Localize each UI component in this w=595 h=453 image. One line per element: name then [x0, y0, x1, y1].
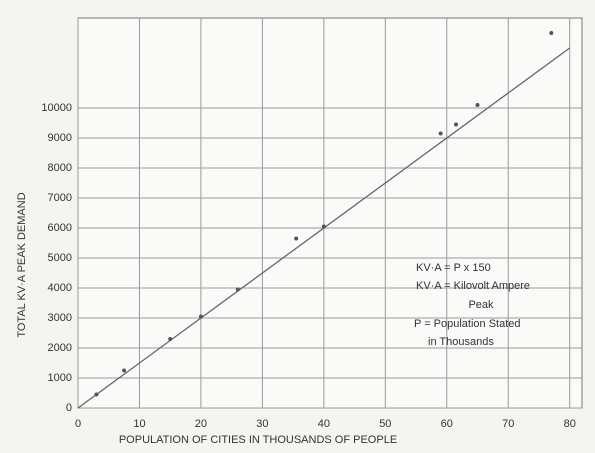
data-point	[198, 314, 203, 319]
x-tick-label: 30	[256, 418, 268, 430]
y-tick-label: 3000	[48, 312, 72, 324]
y-tick-label: 1000	[48, 372, 72, 384]
x-tick-label: 20	[195, 418, 207, 430]
y-tick-label: 9000	[48, 132, 72, 144]
annotation: KV·A = P x 150	[416, 262, 491, 274]
data-point	[321, 224, 326, 229]
data-point	[549, 31, 554, 35]
y-axis-label: TOTAL KV·A PEAK DEMAND	[16, 192, 28, 337]
annotation: KV·A = Kilovolt Ampere	[416, 280, 530, 292]
annotation: in Thousands	[428, 336, 494, 348]
data-point	[235, 287, 240, 292]
x-tick-label: 0	[75, 418, 81, 430]
y-tick-label: 7000	[48, 192, 72, 204]
y-tick-label: 10000	[41, 102, 72, 114]
data-point	[94, 392, 99, 397]
data-point	[294, 236, 299, 241]
y-tick-label: 2000	[48, 342, 72, 354]
data-point	[475, 103, 480, 107]
plot-area	[77, 17, 583, 409]
data-point	[438, 131, 443, 136]
x-axis-label: POPULATION OF CITIES IN THOUSANDS OF PEO…	[119, 434, 397, 446]
x-tick-label: 40	[318, 418, 330, 430]
x-tick-label: 70	[502, 418, 514, 430]
y-tick-label: 4000	[48, 282, 72, 294]
y-tick-label: 0	[66, 402, 72, 414]
x-tick-label: 10	[133, 418, 145, 430]
y-tick-label: 8000	[48, 162, 72, 174]
data-point	[122, 368, 127, 373]
annotation: P = Population Stated	[414, 318, 521, 330]
x-tick-label: 50	[379, 418, 391, 430]
data-point	[454, 122, 458, 127]
x-tick-label: 80	[564, 418, 576, 430]
annotation: Peak	[468, 299, 494, 311]
x-tick-label: 60	[441, 418, 453, 430]
y-tick-label: 5000	[48, 252, 72, 264]
y-tick-label: 6000	[48, 222, 72, 234]
data-point	[168, 337, 173, 341]
